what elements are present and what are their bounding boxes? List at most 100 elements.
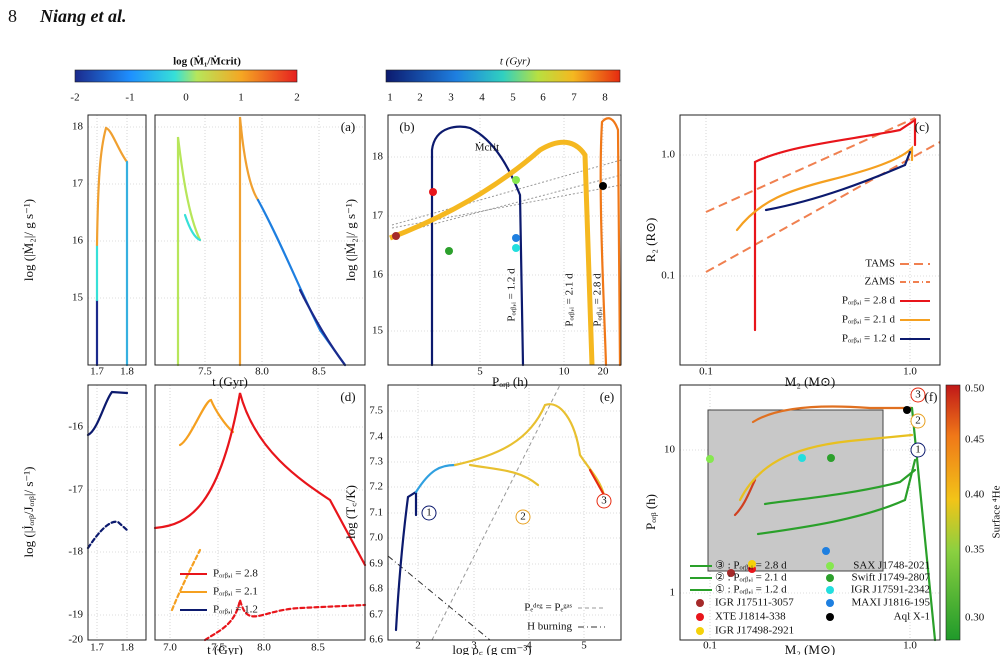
page-number: 8	[8, 6, 17, 26]
x-axis-label: Pₒᵣᵦ (h)	[492, 374, 528, 389]
x-tick-label: 2	[415, 640, 421, 652]
y-tick-label: 7.0	[369, 532, 383, 544]
x-tick-label: 7.0	[163, 642, 177, 654]
y-tick-label: 6.7	[369, 609, 383, 621]
x-tick-label: 1.7	[90, 642, 104, 654]
colorbar-tick: 7	[571, 92, 577, 104]
y-tick-label: -19	[68, 609, 83, 621]
texts: 8 Niang et al. log (Ṁ₁/Ṁcrit) -2 -1 0 1 2 t (Gyr…	[8, 6, 1003, 655]
y-tick-label: 6.8	[369, 583, 383, 595]
colorbar-tick: 2	[417, 92, 423, 104]
panel-d-curves	[86, 390, 367, 642]
x-tick-label: 7.5	[211, 642, 225, 654]
y-tick-label: 16	[72, 235, 84, 247]
legend-text: IGR J17511-3057	[715, 597, 794, 609]
legend-swatch	[826, 574, 834, 582]
y-tick-label: 17	[372, 210, 384, 222]
x-axis-label: t (Gyr)	[207, 642, 243, 655]
x-tick-label: 7.5	[198, 366, 212, 378]
x-tick-label: 1.7	[90, 366, 104, 378]
legend-text: Pₒᵣᵦ,ᵢ = 2.1 d	[842, 314, 896, 326]
legend-swatch	[826, 599, 834, 607]
circled-marker: 2	[520, 511, 526, 523]
y-axis-label: log (|J̇ₒᵣᵦ/Jₒᵣᵦ|/ s⁻¹)	[21, 467, 36, 558]
x-tick-label: 0.1	[703, 640, 717, 652]
colorbar-title: t (Gyr)	[500, 56, 531, 68]
panel-label: (f)	[925, 389, 938, 404]
legend-text: Pₒᵣᵦ,ᵢ = 1.2 d	[842, 333, 896, 345]
x-tick-label: 8.0	[257, 642, 271, 654]
x-axis-label: log ρ꜀ (g cm⁻³)	[452, 642, 531, 655]
y-tick-label: 7.1	[369, 507, 383, 519]
legend-text: ② : Pₒᵣᵦ,ᵢ = 2.1 d	[715, 572, 787, 584]
legend-text: Pₑᵈᵉᵍ = Pₑᵍᵃˢ	[524, 602, 572, 614]
y-tick-label: -20	[68, 634, 83, 646]
colorbar-title: log (Ṁ₁/Ṁcrit)	[173, 56, 241, 68]
frames	[87, 114, 941, 641]
legend-swatch	[696, 627, 704, 635]
y-tick-label: 15	[72, 292, 84, 304]
legend-text: Pₒᵣᵦ,ᵢ = 2.8 d	[842, 295, 896, 307]
x-tick-label: 0.1	[699, 366, 713, 378]
legend-text: Pₒᵣᵦ,ᵢ = 2.8	[213, 568, 258, 580]
colorbar-tick: 4	[479, 92, 485, 104]
colorbar-mdot	[74, 69, 298, 83]
x-tick-label: 3	[471, 640, 477, 652]
annotation: Pₒᵣᵦ,ᵢ = 1.2 d	[506, 268, 518, 322]
x-tick-label: 4	[526, 640, 532, 652]
y-tick-label: 6.9	[369, 558, 383, 570]
legend-swatch	[696, 599, 704, 607]
x-tick-label: 8.5	[312, 366, 326, 378]
colorbar-tick: 0.45	[965, 434, 985, 446]
y-tick-label: 17	[72, 178, 84, 190]
panel-c-curves	[705, 117, 941, 332]
x-axis-label: t (Gyr)	[212, 374, 248, 389]
annotation: Ṁcrit	[475, 142, 499, 154]
colorbar-tick: 0	[183, 92, 189, 104]
legend-text: Swift J1749-2807	[851, 572, 930, 584]
colorbar-tick: 5	[510, 92, 516, 104]
colorbar-tick: 3	[448, 92, 454, 104]
figure: 8 Niang et al. log (Ṁ₁/Ṁcrit) -2 -1 0 1 2 t (Gyr…	[8, 6, 1003, 655]
circled-marker: 1	[426, 507, 432, 519]
y-tick-label: -16	[68, 421, 83, 433]
annotation: Pₒᵣᵦ,ᵢ = 2.8 d	[592, 273, 604, 327]
y-tick-label: 7.5	[369, 405, 383, 417]
circled-marker: 1	[915, 444, 921, 456]
y-tick-label: 1.0	[661, 149, 675, 161]
panel-label: (e)	[600, 389, 614, 404]
y-axis-label: Pₒᵣᵦ (h)	[643, 494, 658, 530]
colorbar-tick: 8	[602, 92, 608, 104]
colorbar-time	[385, 69, 621, 83]
legend-marks	[180, 263, 930, 635]
authors: Niang et al.	[39, 6, 127, 26]
y-tick-label: -18	[68, 546, 83, 558]
circled-marker: 2	[915, 415, 921, 427]
legend-text: IGR J17498-2921	[715, 625, 794, 637]
y-tick-label: 1	[670, 587, 676, 599]
x-axis-label: M₂ (M⊙)	[785, 642, 835, 655]
circled-markers	[421, 387, 926, 525]
y-tick-label: 18	[372, 151, 384, 163]
x-tick-label: 1.0	[903, 366, 917, 378]
colorbar-tick: 0.35	[965, 544, 985, 556]
circled-marker: 3	[915, 389, 921, 401]
x-tick-label: 1.8	[120, 642, 134, 654]
legend-text: SAX J1748-2021	[853, 560, 930, 572]
y-axis-label: log (|Ṁ₂|/ g s⁻¹)	[21, 199, 36, 281]
legend-text: H burning	[527, 621, 572, 633]
y-axis-label: R₂ (R⊙)	[643, 218, 658, 263]
y-axis-label: log (T꜀/K)	[343, 485, 358, 539]
panel-f-curves	[706, 405, 937, 642]
panel-b-curves	[389, 117, 622, 367]
legend-swatch	[826, 613, 834, 621]
y-tick-label: 15	[372, 325, 384, 337]
y-tick-label: 0.1	[661, 270, 675, 282]
annotation: Pₒᵣᵦ,ᵢ = 2.1 d	[564, 273, 576, 327]
x-tick-label: 1.8	[120, 366, 134, 378]
colorbar-tick: 0.50	[965, 383, 985, 395]
circled-marker: 3	[601, 495, 607, 507]
legend-text: ③ : Pₒᵣᵦ,ᵢ = 2.8 d	[715, 560, 787, 572]
panel-label: (b)	[399, 119, 414, 134]
